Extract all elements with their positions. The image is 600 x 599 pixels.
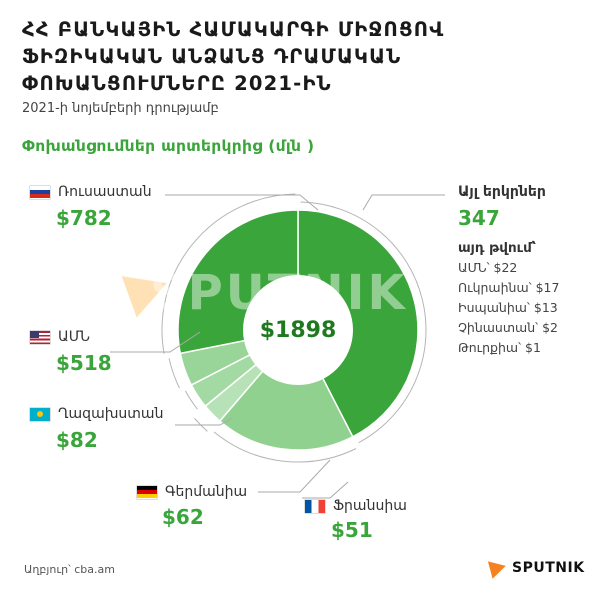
title-line-3: ՓՈԽԱՆՑՈՒՄՆԵՐԸ 2021-ԻՆ: [22, 72, 332, 95]
other-breakdown: այդ թվում՝ ԱՄՆ՝ $22 Ուկրաինա՝ $17 Իսպանի…: [458, 238, 559, 358]
title-line-1: ՀՀ ԲԱՆԿԱՅԻՆ ՀԱՄԱԿԱՐԳԻ ՄԻՋՈՑՈՎ: [22, 18, 445, 41]
leader-other: [362, 194, 445, 211]
leader-france: [302, 481, 349, 499]
breakdown-item: Իսպանիա՝ $13: [458, 300, 558, 315]
breakdown-item: Ուկրաինա՝ $17: [458, 280, 560, 295]
label-germany: Գերմանիա: [137, 484, 247, 500]
chart-subtitle: 2021-ի նոյեմբերի դրությամբ: [22, 101, 219, 116]
brand-name: SPUTNIK: [512, 560, 585, 576]
kazakhstan-flag-icon: [30, 407, 50, 421]
country-name: Այլ երկրներ: [458, 184, 546, 200]
country-name: Ֆրանսիա: [333, 498, 407, 514]
value-germany: $62: [162, 505, 204, 529]
label-kazakhstan: Ղազախստան: [30, 406, 163, 422]
leader-kazakhstan: [175, 417, 233, 426]
donut-total: $1898: [259, 318, 337, 343]
label-usa: ԱՄՆ: [30, 329, 90, 345]
usa-flag-icon: [30, 330, 50, 344]
leader-russia: [165, 194, 319, 211]
country-name: Ղազախստան: [58, 406, 164, 422]
leader-usa: [110, 331, 201, 353]
value-france: $51: [331, 518, 373, 542]
slice-russia: [297, 209, 419, 438]
slice-other: [218, 328, 354, 451]
slice-guide-arcs: [161, 193, 427, 463]
france-flag-icon: [305, 499, 325, 513]
breakdown-heading: այդ թվում՝: [458, 240, 537, 256]
brand-logo: SPUTNIK: [487, 557, 585, 579]
breakdown-item: Չինաստան՝ $2: [458, 320, 558, 335]
value-russia: $782: [56, 206, 112, 230]
watermark: SPUTNIK: [150, 265, 408, 321]
guide-arc: [300, 201, 427, 444]
leader-lines: [110, 194, 445, 499]
germany-flag-icon: [137, 485, 157, 499]
guide-arc: [213, 431, 357, 463]
guide-arc: [161, 193, 296, 354]
country-name: Գերմանիա: [165, 484, 248, 500]
donut-hole: [243, 275, 353, 385]
country-name: Ռուսաստան: [58, 184, 152, 200]
value-kazakhstan: $82: [56, 428, 98, 452]
label-other: Այլ երկրներ: [458, 184, 546, 200]
leader-germany: [258, 459, 331, 493]
guide-arc: [168, 358, 180, 389]
value-usa: $518: [56, 351, 112, 375]
section-title: Փոխանցումներ արտերկրից (մլն ): [22, 137, 315, 155]
russia-flag-icon: [30, 185, 50, 199]
chart-title: ՀՀ ԲԱՆԿԱՅԻՆ ՀԱՄԱԿԱՐԳԻ ՄԻՋՈՑՈՎ ՖԻԶԻԿԱԿԱՆ …: [22, 16, 582, 97]
breakdown-item: ԱՄՆ՝ $22: [458, 260, 518, 275]
country-name: ԱՄՆ: [58, 329, 91, 345]
breakdown-item: Թուրքիա՝ $1: [458, 340, 541, 355]
label-russia: Ռուսաստան: [30, 184, 152, 200]
title-line-2: ՖԻԶԻԿԱԿԱՆ ԱՆՁԱՆՑ ԴՐԱՄԱԿԱՆ: [22, 45, 402, 68]
sputnik-logo-icon: [487, 557, 509, 579]
label-france: Ֆրանսիա: [305, 498, 407, 514]
source-note: Աղբյուր՝ cba.am: [24, 563, 115, 576]
value-other: 347: [458, 206, 500, 230]
guide-arc: [184, 390, 198, 410]
